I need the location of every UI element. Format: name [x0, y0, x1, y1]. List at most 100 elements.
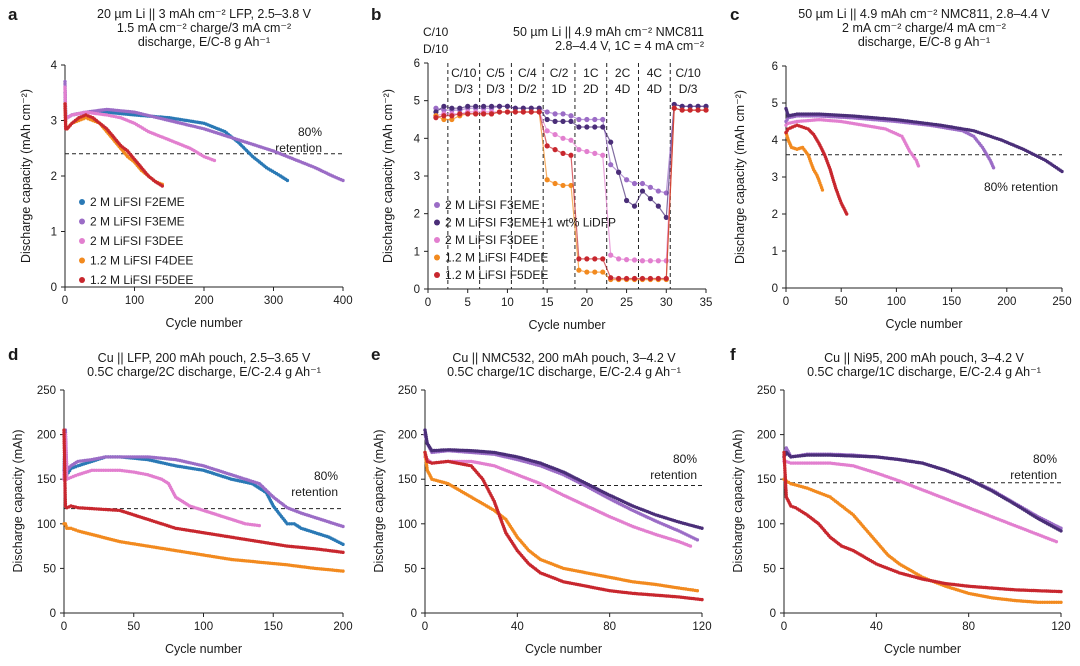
series-F5DEE [433, 105, 709, 282]
data-point [793, 461, 798, 465]
data-point [552, 147, 558, 153]
panel-d: d Cu || LFP, 200 mAh pouch, 2.5–3.65 V0.5… [8, 345, 353, 656]
data-point [512, 109, 518, 115]
data-point [341, 569, 345, 573]
series-F2EME [63, 91, 290, 183]
legend-entry: 2 M LiFSI F3EME [90, 215, 185, 229]
legend-entry: 2 M LiFSI F3EME [445, 198, 540, 212]
legend-marker [79, 199, 85, 205]
data-point [544, 143, 550, 149]
x-tick-label: 25 [620, 297, 633, 309]
data-point [623, 177, 630, 183]
retention-annotation: 80% [1033, 452, 1057, 466]
y-tick-label: 4 [51, 60, 58, 72]
data-point [663, 258, 669, 264]
data-point [481, 103, 487, 109]
series-F3DEE [63, 85, 217, 163]
data-point [341, 524, 345, 529]
retention-annotation: 80% [673, 452, 697, 466]
legend-marker [79, 238, 85, 244]
data-point [457, 105, 463, 111]
data-point [568, 137, 574, 143]
legend-entry: 2 M LiFSI F3EME+1 wt% LiDFP [445, 216, 616, 230]
data-point [820, 188, 825, 192]
y-tick-label: 0 [411, 608, 417, 620]
data-point [592, 116, 598, 123]
data-point [688, 544, 693, 548]
series-F3DEE [784, 118, 921, 168]
data-point [520, 105, 526, 111]
x-tick-label: 200 [333, 621, 352, 633]
data-point [560, 182, 566, 189]
data-point [845, 212, 849, 216]
y-tick-label: 150 [398, 474, 417, 486]
data-point [703, 103, 709, 109]
data-point [616, 169, 622, 175]
x-axis-label: Cycle number [525, 642, 602, 656]
x-tick-label: 80 [962, 621, 975, 633]
rate-label-bottom: D/3 [679, 82, 698, 96]
series-line [783, 478, 1061, 603]
y-axis-label: Discharge capacity (mAh) [731, 429, 745, 572]
data-point [608, 252, 614, 258]
data-point [695, 589, 700, 593]
x-axis-label: Cycle number [165, 316, 242, 330]
rate-label-top: C/2 [550, 66, 569, 80]
data-point [1060, 169, 1064, 174]
data-point [608, 139, 614, 145]
data-point [647, 184, 654, 190]
data-point [608, 275, 614, 281]
rate-label-bottom: 4D [615, 82, 631, 96]
data-point [600, 256, 606, 262]
rate-label-bottom: 1D [551, 82, 567, 96]
y-axis-label: Discharge capacity (mAh cm⁻²) [19, 89, 33, 263]
data-point [695, 107, 701, 113]
data-point [441, 113, 447, 119]
legend-entry: 2 M LiFSI F2EME [90, 195, 185, 209]
data-point [623, 197, 630, 204]
y-tick-label: 150 [37, 474, 56, 486]
chart-title: discharge, E/C-8 g Ah⁻¹ [138, 35, 270, 49]
legend-entry: 1.2 M LiFSI F4DEE [445, 251, 548, 265]
y-tick-label: 0 [772, 283, 778, 295]
data-point [655, 203, 661, 209]
data-point [111, 508, 115, 512]
panel-label: b [371, 5, 381, 24]
data-point [290, 522, 294, 526]
data-point [160, 184, 164, 188]
data-point [1059, 589, 1063, 594]
x-axis-label: Cycle number [528, 318, 605, 332]
data-point [631, 257, 638, 263]
y-tick-label: 3 [772, 172, 778, 184]
data-point [703, 107, 709, 113]
y-tick-label: 4 [772, 135, 779, 147]
data-point [544, 109, 550, 115]
x-axis-label: Cycle number [885, 317, 962, 331]
series-F3EME [784, 114, 996, 170]
data-point [639, 180, 646, 187]
data-point [465, 103, 471, 109]
rate-label-bottom: D/10 [423, 42, 449, 56]
data-point [784, 123, 788, 127]
data-point [544, 116, 550, 123]
data-point [663, 214, 669, 221]
rate-label-top: 1C [583, 66, 599, 80]
data-point [663, 275, 669, 282]
data-point [700, 526, 704, 530]
data-point [111, 468, 115, 472]
x-tick-label: 120 [692, 621, 711, 633]
data-point [488, 103, 495, 109]
rate-label-bottom: 4D [647, 82, 663, 96]
data-point [94, 468, 99, 472]
retention-annotation: retention [1010, 468, 1057, 482]
x-tick-label: 100 [125, 295, 144, 307]
series-F4DEE [62, 522, 345, 573]
data-point [496, 103, 503, 109]
y-tick-label: 50 [404, 563, 417, 575]
data-point [576, 267, 582, 273]
data-point [457, 111, 463, 117]
series-F4DEE [782, 477, 1063, 604]
panel-label: e [371, 345, 380, 364]
y-tick-label: 50 [43, 563, 56, 575]
x-tick-label: 0 [783, 296, 789, 308]
